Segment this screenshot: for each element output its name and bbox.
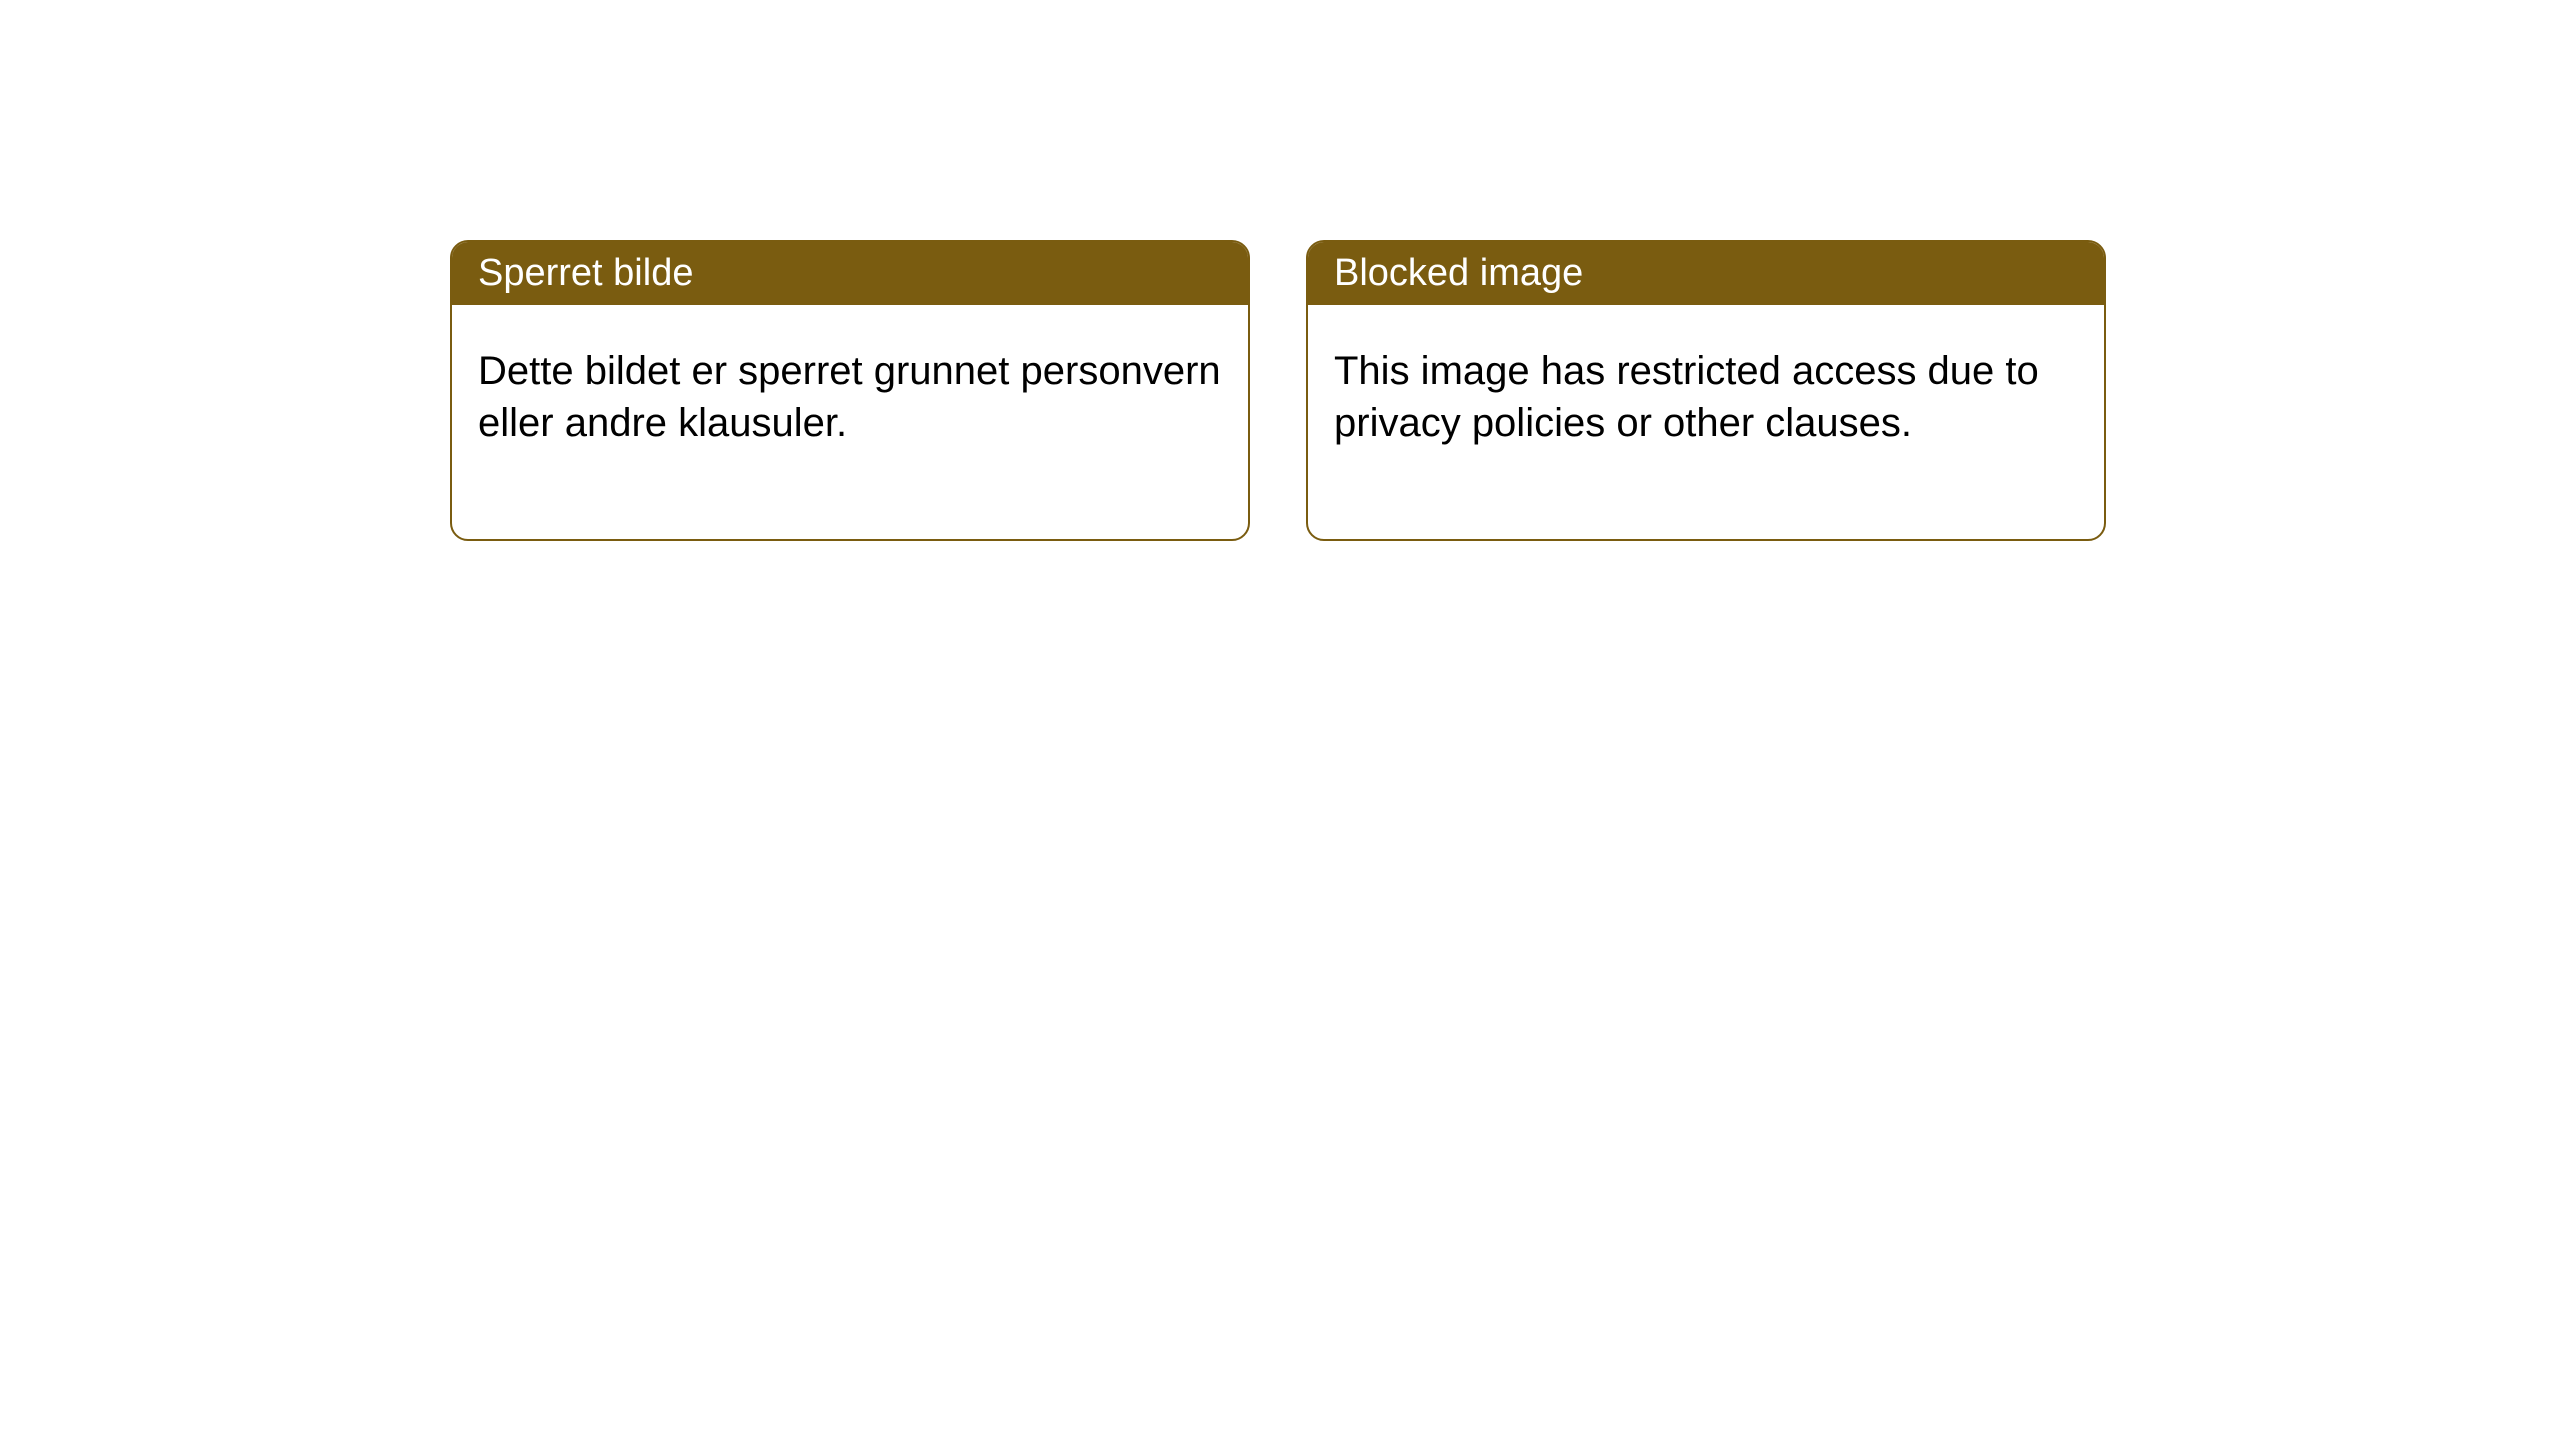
notice-header: Sperret bilde bbox=[452, 242, 1248, 305]
notice-container: Sperret bilde Dette bildet er sperret gr… bbox=[450, 240, 2106, 541]
notice-card-norwegian: Sperret bilde Dette bildet er sperret gr… bbox=[450, 240, 1250, 541]
notice-header: Blocked image bbox=[1308, 242, 2104, 305]
notice-body: Dette bildet er sperret grunnet personve… bbox=[452, 305, 1248, 539]
notice-card-english: Blocked image This image has restricted … bbox=[1306, 240, 2106, 541]
notice-body: This image has restricted access due to … bbox=[1308, 305, 2104, 539]
